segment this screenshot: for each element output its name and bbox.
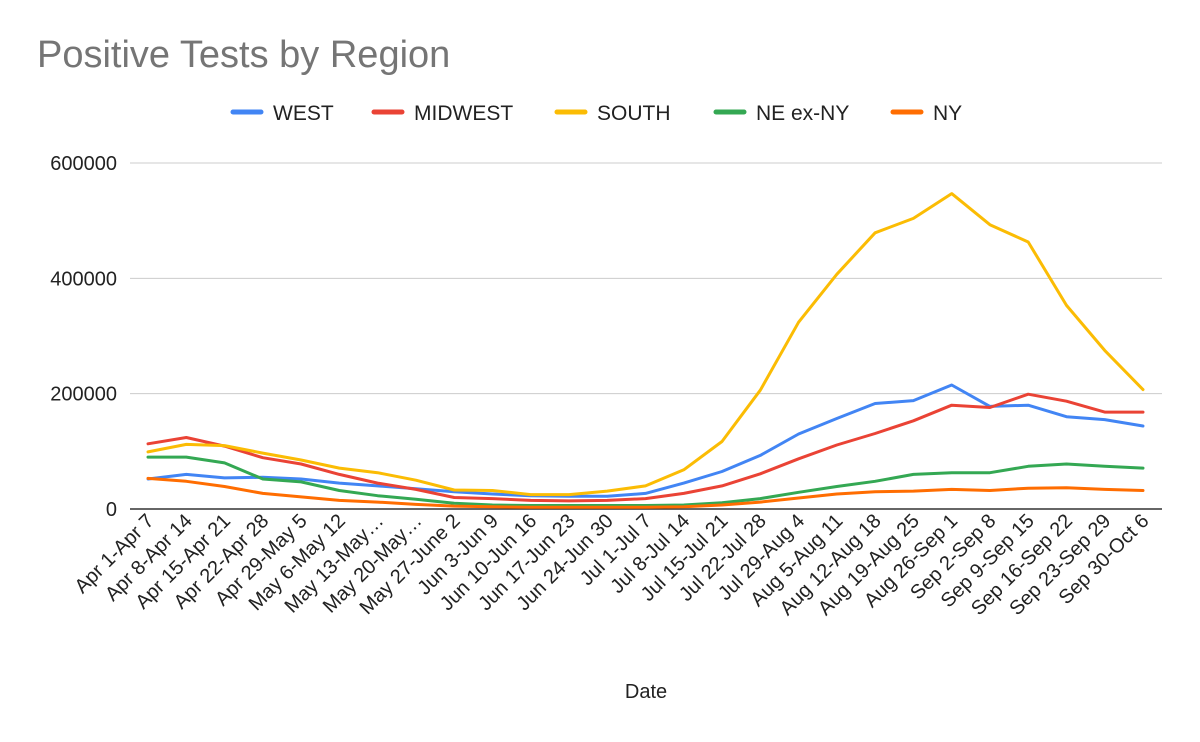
x-axis-title: Date [625,681,667,703]
legend-label: NY [933,102,962,125]
legend-label: SOUTH [597,102,671,125]
series-line-south [146,192,1145,497]
legend-label: NE ex-NY [756,102,849,125]
series-line-west [146,383,1145,498]
legend-label: MIDWEST [414,102,513,125]
y-tick-label: 0 [106,499,117,521]
chart-title: Positive Tests by Region [37,34,451,76]
y-tick-label: 400000 [50,268,117,290]
series-line-midwest [146,392,1145,503]
series-line-ne-ex-ny [146,455,1145,507]
y-tick-label: 600000 [50,153,117,175]
legend-label: WEST [273,102,334,125]
series-line-ny [146,476,1145,509]
y-tick-label: 200000 [50,384,117,406]
